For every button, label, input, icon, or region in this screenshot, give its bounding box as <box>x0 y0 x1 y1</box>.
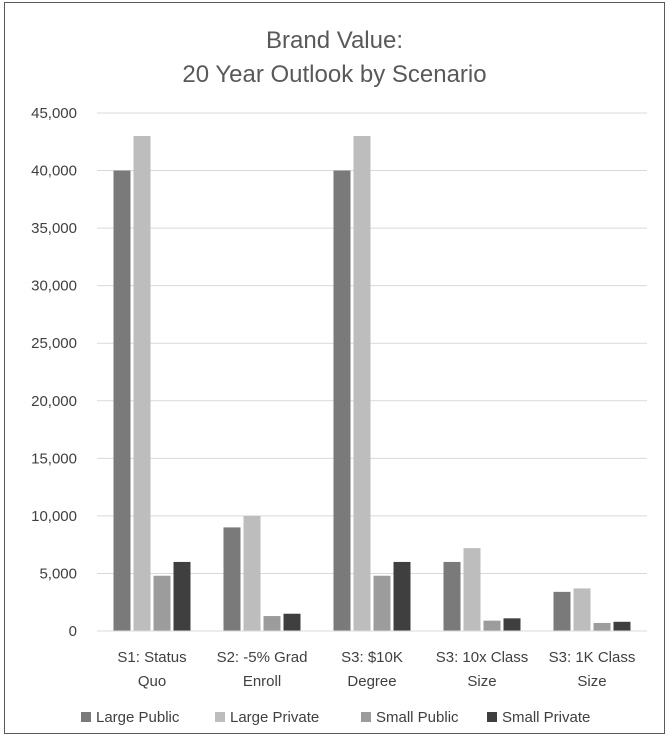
legend-swatch-large-public <box>81 712 91 722</box>
bar-large-public <box>443 561 461 631</box>
bar-large-public <box>553 591 571 631</box>
bar-small-public <box>263 616 281 631</box>
bars <box>113 136 631 632</box>
bar-large-private <box>463 548 481 631</box>
x-category-label: S1: Status <box>117 649 186 666</box>
x-category-label: Enroll <box>243 673 281 690</box>
x-category-label: S3: $10K <box>341 649 403 666</box>
legend-swatch-large-private <box>215 712 225 722</box>
bar-large-public <box>333 170 351 632</box>
x-category-label: S3: 1K Class <box>549 649 636 666</box>
gridlines <box>97 112 647 574</box>
y-axis-ticks: 0 5,000 10,000 15,000 20,000 25,000 30,000 35,0… <box>31 105 77 640</box>
y-tick-label: 15,000 <box>31 450 77 467</box>
x-category-label: Size <box>577 673 606 690</box>
legend-swatch-small-private <box>487 712 497 722</box>
legend-label-large-private: Large Private <box>230 709 319 726</box>
chart-title-line: Brand Value: <box>266 27 403 54</box>
bar-large-private <box>243 515 261 631</box>
x-category-label: S3: 10x Class <box>436 649 529 666</box>
y-tick-label: 0 <box>69 623 77 640</box>
y-tick-label: 35,000 <box>31 220 77 237</box>
y-tick-label: 40,000 <box>31 163 77 180</box>
x-category-label: Degree <box>347 673 396 690</box>
y-tick-label: 45,000 <box>31 105 77 122</box>
y-tick-label: 5,000 <box>39 565 77 582</box>
bar-large-private <box>353 136 371 631</box>
bar-large-private <box>573 588 591 631</box>
chart-title: Brand Value: 20 Year Outlook by Scenario <box>182 27 486 88</box>
x-category-label: S2: -5% Grad <box>217 649 308 666</box>
bar-small-public <box>483 620 501 631</box>
bar-small-public <box>153 575 171 631</box>
bar-small-private <box>503 618 521 631</box>
y-tick-label: 25,000 <box>31 335 77 352</box>
bar-small-public <box>593 622 611 631</box>
bar-large-private <box>133 136 151 631</box>
bar-small-private <box>393 561 411 631</box>
legend-label-small-public: Small Public <box>376 709 459 726</box>
bar-small-public <box>373 575 391 631</box>
y-tick-label: 30,000 <box>31 278 77 295</box>
legend-label-large-public: Large Public <box>96 709 180 726</box>
legend-swatch-small-public <box>361 712 371 722</box>
legend: Large Public Large Private Small Public Sma… <box>81 709 590 726</box>
bar-small-private <box>613 621 631 631</box>
x-category-label: Quo <box>138 673 166 690</box>
y-tick-label: 10,000 <box>31 508 77 525</box>
chart-title-line: 20 Year Outlook by Scenario <box>182 61 486 88</box>
bar-small-private <box>283 613 301 631</box>
y-tick-label: 20,000 <box>31 393 77 410</box>
legend-label-small-private: Small Private <box>502 709 590 726</box>
x-axis-categories: S1: Status Quo S2: -5% Grad Enroll S3: $10K D… <box>117 649 635 690</box>
bar-large-public <box>223 527 241 631</box>
x-category-label: Size <box>467 673 496 690</box>
bar-small-private <box>173 561 191 631</box>
bar-large-public <box>113 170 131 632</box>
